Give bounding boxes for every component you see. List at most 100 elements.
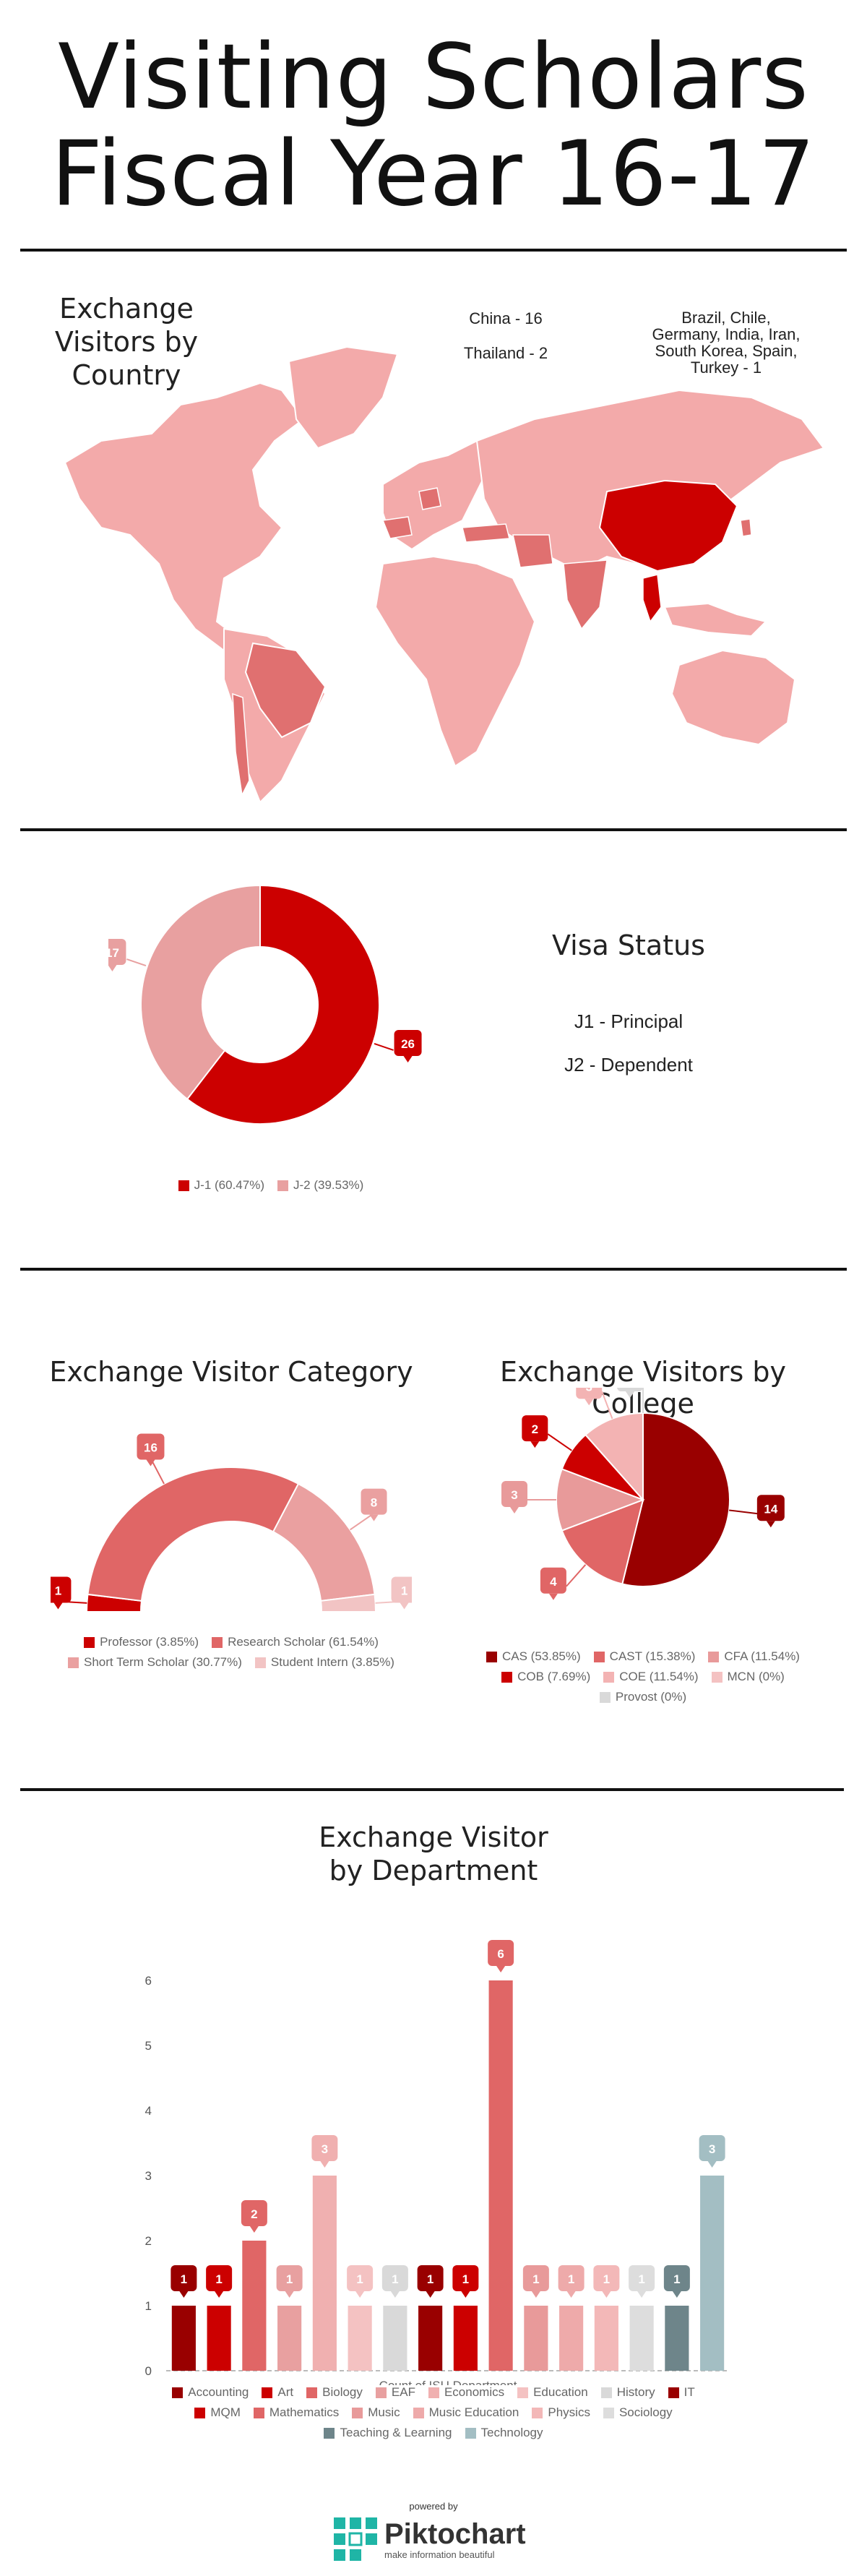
college-legend-label: CFA (11.54%) <box>724 1649 800 1663</box>
department-legend-swatch <box>600 2387 612 2398</box>
college-legend-item: MCN (0%) <box>711 1670 785 1684</box>
department-value-label-text: 1 <box>356 2272 363 2286</box>
piktochart-wordmark: Piktochart make information beautiful <box>384 2519 526 2560</box>
college-legend-row: COB (7.69%) COE (11.54%) MCN (0%) <box>462 1670 824 1684</box>
department-legend-item: Biology <box>306 2385 363 2400</box>
department-value-label: 6 <box>488 1940 514 1972</box>
department-value-label: 1 <box>417 2265 444 2298</box>
visa-donut-chart: 26 17 <box>108 884 422 1125</box>
map-note-others-line: Turkey - 1 <box>690 359 762 377</box>
category-slice <box>272 1482 376 1602</box>
category-value-label: 8 <box>361 1488 387 1521</box>
department-value-label: 1 <box>347 2265 374 2298</box>
divider <box>20 1268 847 1271</box>
department-legend-item: MQM <box>194 2405 241 2420</box>
map-country-turkey <box>462 523 510 543</box>
category-value-label-text: 1 <box>401 1584 407 1598</box>
department-legend-label: EAF <box>391 2385 415 2399</box>
college-leader-line <box>566 1564 587 1587</box>
department-bar <box>383 2306 407 2371</box>
college-legend-item: CAS (53.85%) <box>486 1649 581 1664</box>
department-bar <box>312 2176 337 2371</box>
department-bar <box>559 2306 584 2371</box>
y-tick-label: 6 <box>145 1974 152 1988</box>
department-legend-item: Sociology <box>603 2405 673 2420</box>
category-value-label: 1 <box>51 1576 72 1610</box>
page-title-line2: Fiscal Year 16-17 <box>51 122 816 226</box>
category-legend-label: Student Intern (3.85%) <box>270 1655 394 1669</box>
department-legend-swatch <box>172 2387 184 2398</box>
category-legend-row: Professor (3.85%) Research Scholar (61.54… <box>43 1635 419 1649</box>
piktochart-logo[interactable]: Piktochart make information beautiful <box>334 2514 543 2564</box>
department-legend-swatch <box>668 2387 679 2398</box>
department-legend-item: Economics <box>428 2385 504 2400</box>
department-legend-label: Teaching & Learning <box>340 2426 452 2439</box>
department-value-label: 1 <box>381 2265 408 2298</box>
visa-value-label-text: 17 <box>108 946 119 960</box>
college-slice <box>621 1412 730 1587</box>
department-bar <box>488 1980 513 2371</box>
visa-value-label-text: 26 <box>401 1037 415 1051</box>
category-legend-swatch <box>84 1636 95 1648</box>
department-value-label-text: 3 <box>709 2142 715 2156</box>
department-value-label-text: 1 <box>462 2272 469 2286</box>
department-value-label: 1 <box>522 2265 549 2298</box>
department-bar <box>418 2306 443 2371</box>
college-legend-label: COE (11.54%) <box>619 1670 699 1683</box>
college-leader-line <box>547 1433 572 1451</box>
department-legend-swatch <box>262 2387 273 2398</box>
category-value-label: 1 <box>391 1576 412 1610</box>
visa-j1-label: J1 - Principal <box>574 1010 683 1032</box>
college-value-label: 14 <box>756 1495 785 1528</box>
college-legend-row: CAS (53.85%) CAST (15.38%) CFA (11.54%) <box>462 1649 824 1664</box>
department-legend-row: Accounting Art Biology EAF Economics Educatio… <box>116 2385 751 2400</box>
department-legend-item: Accounting <box>172 2385 249 2400</box>
college-legend-swatch <box>603 1671 615 1683</box>
department-legend-swatch <box>253 2407 264 2418</box>
department-legend-label: Education <box>533 2385 588 2399</box>
visa-leader-line <box>374 1042 394 1051</box>
visa-legend-item: J-2 (39.53%) <box>277 1178 363 1193</box>
college-legend-item: CAST (15.38%) <box>593 1649 695 1664</box>
college-legend-item: CFA (11.54%) <box>708 1649 800 1664</box>
college-legend-label: COB (7.69%) <box>517 1670 591 1683</box>
visa-legend-label: J-2 (39.53%) <box>293 1178 364 1192</box>
college-value-label-text: 2 <box>532 1422 538 1436</box>
department-legend-swatch <box>194 2407 206 2418</box>
visa-slice <box>140 884 261 1101</box>
map-country-iran <box>512 534 553 568</box>
department-legend-swatch <box>324 2427 335 2439</box>
college-value-label: 2 <box>522 1415 548 1448</box>
department-legend-item: Music <box>352 2405 400 2420</box>
college-value-label-text: 3 <box>511 1488 517 1502</box>
y-tick-label: 5 <box>145 2039 152 2053</box>
map-country-india <box>563 559 608 630</box>
map-note-others: Brazil, Chile, Germany, India, Iran, Sou… <box>621 309 831 376</box>
department-legend-label: History <box>616 2385 655 2399</box>
x-axis-label: Count of ISU Department <box>379 2379 517 2385</box>
department-legend: Accounting Art Biology EAF Economics Educatio… <box>116 2385 751 2446</box>
department-bar <box>277 2306 302 2371</box>
visa-value-label: 17 <box>108 939 126 972</box>
department-legend-label: Physics <box>548 2405 590 2419</box>
department-value-label-text: 3 <box>322 2142 328 2156</box>
category-slice <box>87 1467 300 1602</box>
college-legend-label: Provost (0%) <box>615 1690 687 1704</box>
department-legend-item: Physics <box>532 2405 590 2420</box>
visa-leader-line <box>126 958 147 967</box>
department-legend-item: EAF <box>375 2385 415 2400</box>
category-legend: Professor (3.85%) Research Scholar (61.54… <box>43 1635 419 1675</box>
department-legend-label: Economics <box>444 2385 505 2399</box>
map-region-indonesia <box>663 602 767 637</box>
y-tick-label: 1 <box>145 2299 152 2313</box>
department-bar-chart: 01234561121311116111113Count of ISU Depa… <box>145 1940 730 2385</box>
map-note-others-line: Germany, India, Iran, <box>652 325 801 343</box>
category-legend-label: Professor (3.85%) <box>100 1635 199 1649</box>
department-value-label: 1 <box>558 2265 585 2298</box>
map-country-brazil <box>244 642 327 739</box>
department-legend-swatch <box>306 2387 318 2398</box>
department-legend-label: Music Education <box>428 2405 519 2419</box>
visa-slice <box>186 884 380 1125</box>
department-legend-item: Music Education <box>413 2405 519 2420</box>
department-value-label: 2 <box>241 2200 267 2233</box>
